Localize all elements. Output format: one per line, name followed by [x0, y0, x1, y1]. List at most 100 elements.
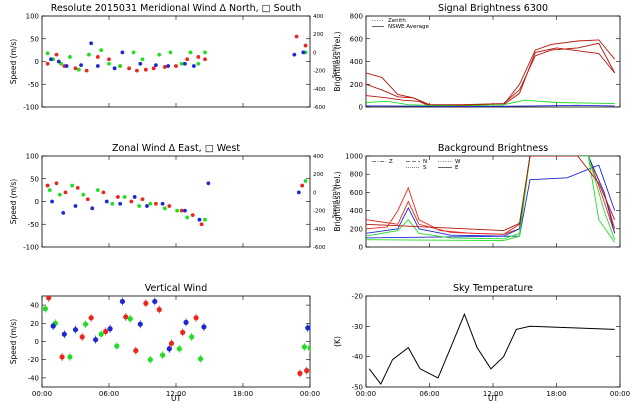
red-point: [73, 66, 78, 71]
x-tick-label: 00:00: [32, 390, 52, 398]
y-tick-label: 0: [359, 244, 363, 252]
green-point: [203, 50, 207, 55]
red-point: [127, 66, 131, 71]
blue-point: [120, 50, 125, 55]
red-point: [45, 61, 50, 66]
y-tick-label: 50: [30, 175, 39, 183]
y-right-tick-label: 400: [313, 154, 324, 160]
meridional-ylabel-right: Speed (m/s): [332, 45, 338, 78]
y-tick-label: -50: [28, 81, 39, 89]
y-tick-label: 100: [26, 13, 39, 21]
blue-point: [104, 199, 109, 204]
blue-point: [145, 204, 149, 208]
red-point: [135, 68, 139, 73]
blue-point: [49, 57, 53, 62]
blue-point: [160, 201, 165, 206]
green-point: [110, 201, 115, 206]
y-tick-label: 0: [35, 338, 39, 346]
background-chart: Background Brightness 1000 800 600 400 200 0 Br…: [333, 143, 621, 252]
blue-point: [166, 64, 171, 68]
blue-point: [296, 190, 301, 195]
blue-point: [50, 199, 54, 204]
signal-ylabel: Brightness (rel.): [333, 31, 342, 91]
red-point: [162, 65, 167, 69]
green-point: [57, 192, 62, 197]
green-point: [157, 52, 162, 57]
blue-point: [118, 201, 123, 206]
blue-point: [79, 63, 83, 68]
signal-marks: [366, 39, 616, 107]
sky-title: Sky Temperature: [453, 283, 533, 294]
red-point: [300, 183, 305, 188]
green-point: [87, 52, 91, 57]
sky-chart: Sky Temperature -20 -30 -40 -50 (K) 00:00 06:00…: [333, 283, 630, 403]
signal-title: Signal Brightness 6300: [438, 3, 548, 14]
green-point: [179, 61, 184, 66]
red-point: [140, 197, 145, 202]
green-point: [95, 188, 100, 193]
legend-label: S: [423, 165, 427, 171]
x-tick-label: 00:00: [300, 390, 320, 398]
meridional-ylabel: Speed (m/s): [9, 39, 18, 85]
darkred-series-line: [366, 156, 616, 232]
blue-point: [154, 63, 158, 68]
green-point: [45, 51, 50, 56]
green-series-line: [366, 99, 615, 107]
red-point: [63, 190, 68, 195]
red-series-line: [366, 156, 616, 235]
blue-point: [183, 61, 187, 66]
legend-label: Zenith: [388, 18, 406, 24]
red-point: [129, 199, 134, 204]
legend-label: N: [423, 159, 427, 165]
red-point: [151, 66, 156, 71]
y-tick-label: 400: [350, 58, 363, 66]
darkred-series-line: [366, 42, 616, 106]
red-point: [85, 197, 90, 202]
green-point: [131, 50, 136, 55]
blue-point: [292, 52, 297, 57]
blue-point: [183, 208, 187, 213]
red-point: [45, 183, 50, 188]
blue-point: [64, 64, 69, 68]
zonal-ylabel-right: Speed (m/s): [332, 185, 338, 218]
y-tick-label: 200: [350, 225, 363, 233]
red-point: [190, 213, 195, 218]
signal-chart: Signal Brightness 6300 800 600 400 200 0 Brigh…: [333, 3, 621, 112]
y-tick-label: -100: [23, 104, 39, 112]
red-point: [294, 34, 299, 39]
green-point: [185, 215, 190, 220]
blue-point: [90, 206, 95, 211]
green-point: [203, 217, 207, 222]
blue-series-line: [366, 164, 616, 239]
y-right-tick-label: -400: [313, 227, 326, 233]
y-tick-label: 20: [30, 320, 39, 328]
y-right-tick-label: 200: [313, 172, 324, 178]
green-point: [107, 61, 111, 66]
y-tick-label: -50: [352, 384, 363, 392]
red-point: [107, 57, 111, 62]
zonal-ylabel: Speed (m/s): [9, 179, 18, 225]
green-point: [162, 206, 167, 211]
y-tick-label: 0: [35, 58, 39, 66]
green-point: [47, 188, 52, 193]
meridional-chart: Resolute 2015031 Meridional Wind Δ North…: [9, 3, 338, 112]
x-tick-label: 12:00: [166, 390, 186, 398]
background-plot-frame: [365, 155, 621, 248]
blue-point: [191, 64, 196, 68]
y-tick-label: -50: [28, 221, 39, 229]
red-point: [303, 43, 308, 48]
y-tick-label: 50: [30, 35, 39, 43]
red-point: [84, 68, 89, 73]
meridional-title: Resolute 2015031 Meridional Wind Δ North…: [51, 3, 302, 14]
sky-plot-frame: [365, 295, 621, 388]
y-tick-label: -20: [28, 356, 39, 364]
blue-point: [61, 210, 66, 215]
zonal-chart: Zonal Wind Δ East, □ West 100 50 0 -50 -100 40…: [9, 143, 338, 252]
y-tick-label: -40: [352, 353, 363, 361]
y-tick-label: 40: [30, 302, 39, 310]
legend-label: Z: [389, 159, 393, 165]
vertical-chart: Vertical Wind 40 20 0 -20 -40 Speed (m/s) 00:00…: [9, 283, 320, 403]
y-right-tick-label: -600: [313, 245, 326, 251]
green-point: [68, 55, 72, 59]
y-tick-label: -20: [352, 293, 363, 301]
